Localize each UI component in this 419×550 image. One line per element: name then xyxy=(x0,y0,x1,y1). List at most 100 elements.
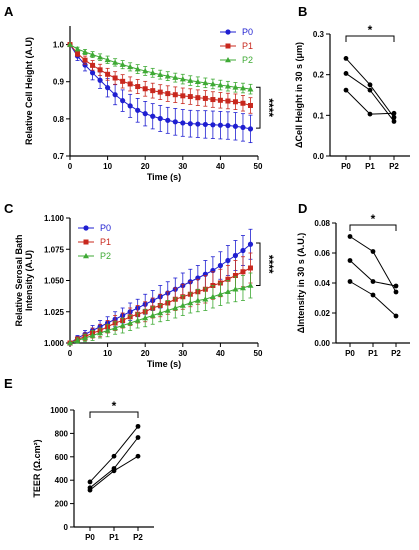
panel-label-e: E xyxy=(4,376,13,391)
panel-d-point xyxy=(393,283,399,289)
panel-a-point-p1 xyxy=(75,50,81,56)
panel-a-point-p1 xyxy=(172,92,178,98)
panel-d-y-tick-label: 0.00 xyxy=(314,339,330,348)
panel-a-x-tick-label: 20 xyxy=(141,162,150,171)
panel-e-point xyxy=(87,487,93,493)
panel-a-x-tick-label: 40 xyxy=(216,162,225,171)
panel-c-point-p2 xyxy=(89,332,96,338)
panel-b-point xyxy=(343,87,349,93)
panel-e-significance-label: * xyxy=(112,399,117,413)
panel-a-point-p2 xyxy=(202,79,209,86)
panel-a-legend-label-p2: P2 xyxy=(242,55,253,65)
panel-c-x-tick-label: 30 xyxy=(178,349,187,358)
panel-b-point xyxy=(367,111,373,117)
panel-a-point-p0 xyxy=(225,122,231,129)
panel-c-point-p2 xyxy=(164,307,171,313)
panel-a-point-p1 xyxy=(97,67,103,73)
panel-a-point-p1 xyxy=(90,62,96,68)
panel-e-y-axis-label: TEER (Ω.cm²) xyxy=(32,439,42,497)
panel-e-y-tick-label: 400 xyxy=(55,476,69,485)
panel-a-x-tick-label: 30 xyxy=(178,162,187,171)
panel-c-point-p2 xyxy=(224,288,231,295)
panel-a-x-tick-label: 10 xyxy=(103,162,112,171)
panel-b-y-tick-label: 0.1 xyxy=(313,111,325,120)
panel-a-y-axis-label: Relative Cell Height (A.U) xyxy=(24,37,34,145)
panel-label-b: B xyxy=(298,4,307,19)
panel-d-pair-line xyxy=(349,281,397,317)
panel-e-y-tick-label: 1000 xyxy=(50,406,68,415)
panel-a-point-p0 xyxy=(135,107,141,113)
panel-d-x-tick-label: P1 xyxy=(368,349,378,358)
panel-b-y-tick-label: 0.2 xyxy=(313,71,325,80)
panel-c-point-p2 xyxy=(247,282,254,288)
panel-c-point-p1 xyxy=(225,276,231,282)
panel-b-point xyxy=(367,87,373,93)
panel-d-point xyxy=(347,234,353,239)
panel-a-legend-marker-p2 xyxy=(225,57,231,63)
panel-c-point-p2 xyxy=(142,315,149,321)
panel-a-x-tick-label: 0 xyxy=(68,162,73,171)
panel-a-point-p0 xyxy=(187,121,193,127)
panel-c-y-axis-label: Intensity (A.U) xyxy=(24,250,34,311)
panel-c-point-p1 xyxy=(247,265,253,271)
panel-a-point-p0 xyxy=(82,62,88,68)
panel-c-point-p0 xyxy=(232,252,239,259)
panel-a-point-p0 xyxy=(120,98,126,104)
panel-c-legend-marker-p2 xyxy=(83,253,89,259)
panel-a-point-p1 xyxy=(232,99,238,105)
panel-b-x-tick-label: P2 xyxy=(389,162,399,171)
panel-a-point-p1 xyxy=(217,97,223,103)
panel-a-point-p1 xyxy=(135,84,141,90)
panel-a-point-p2 xyxy=(74,46,81,52)
panel-d-point xyxy=(393,313,399,319)
panel-a-point-p0 xyxy=(217,122,223,128)
panel-a-legend-marker-p0 xyxy=(225,29,231,35)
panel-e-y-tick-label: 600 xyxy=(55,453,69,462)
panel-b-point xyxy=(343,56,349,61)
panel-c-legend-label-p1: P1 xyxy=(100,237,111,247)
panel-c-point-p2 xyxy=(119,322,126,328)
panel-c-point-p1 xyxy=(232,273,238,278)
panel-e-point xyxy=(87,479,93,485)
panel-a-point-p0 xyxy=(142,111,148,117)
panel-b-y-tick-label: 0.0 xyxy=(313,152,325,161)
panel-a-point-p2 xyxy=(134,66,141,72)
panel-c-y-tick-label: 1.100 xyxy=(44,214,65,223)
panel-c-point-p2 xyxy=(179,302,186,308)
panel-c-y-tick-label: 1.000 xyxy=(44,339,65,348)
panel-c-point-p2 xyxy=(202,296,209,302)
panel-c-x-tick-label: 50 xyxy=(254,349,263,358)
panel-e-point xyxy=(111,453,117,459)
chart-panel-b: 0.0 0.1 0.2 0.3 ΔCell Height in 30 s (μm) P0 P… xyxy=(294,23,410,171)
panel-a-y-tick-label: 0.9 xyxy=(53,78,65,87)
panel-a-point-p2 xyxy=(209,80,216,87)
panel-a-point-p0 xyxy=(157,115,163,122)
panel-a-point-p2 xyxy=(224,83,231,89)
panel-label-d: D xyxy=(298,201,307,216)
panel-a-point-p2 xyxy=(247,86,254,92)
panel-c-point-p2 xyxy=(127,320,134,326)
panel-a-point-p1 xyxy=(225,98,231,104)
chart-panel-e: 0 200 400 600 800 1000 TEER (Ω.cm²) P0 P1 P2 * xyxy=(32,399,154,542)
panel-c-point-p0 xyxy=(240,247,246,254)
chart-panel-a: 0.7 0.8 0.9 1.0 Relative Cell Height (A.U) 0 1… xyxy=(24,26,276,182)
panel-c-significance-bracket xyxy=(256,242,261,286)
panel-a-point-p0 xyxy=(202,121,208,128)
panel-a-point-p2 xyxy=(142,67,149,74)
panel-d-point xyxy=(370,249,376,254)
panel-d-y-axis-label: ΔIntensity in 30 s (A.U.) xyxy=(296,233,306,334)
panel-a-point-p2 xyxy=(164,73,171,79)
panel-e-x-tick-label: P2 xyxy=(133,533,143,542)
panel-d-y-tick-label: 0.08 xyxy=(314,219,330,228)
panel-b-y-axis-label: ΔCell Height in 30 s (μm) xyxy=(294,42,304,148)
panel-a-point-p1 xyxy=(180,93,186,99)
panel-a-point-p2 xyxy=(179,76,186,82)
panel-a-significance-label: **** xyxy=(262,98,276,117)
panel-a-point-p0 xyxy=(210,122,216,128)
panel-a-x-tick-label: 50 xyxy=(254,162,263,171)
panel-c-point-p0 xyxy=(225,257,231,264)
panel-c-point-p2 xyxy=(187,300,194,306)
panel-c-point-p2 xyxy=(149,312,156,318)
panel-a-point-p2 xyxy=(217,82,224,88)
panel-d-point xyxy=(393,289,399,295)
